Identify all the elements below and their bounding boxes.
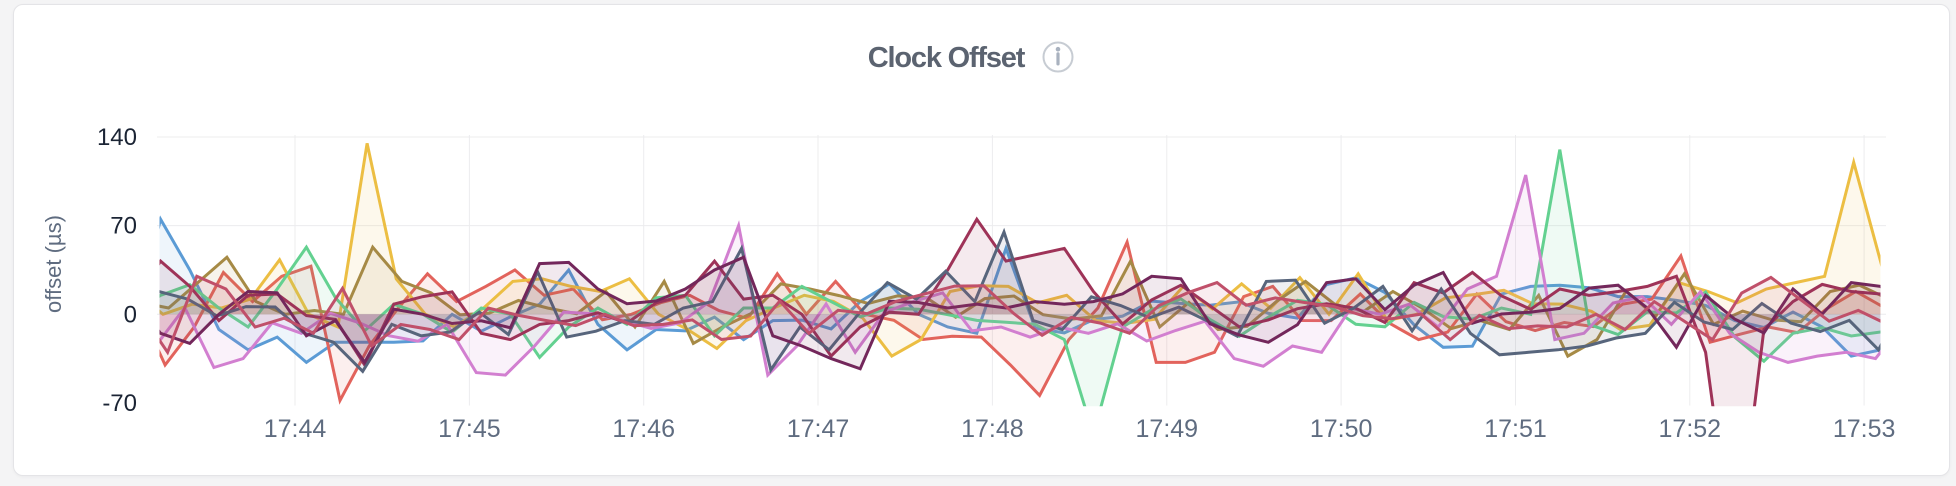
svg-text:17:53: 17:53 [1833,415,1896,443]
svg-text:17:45: 17:45 [438,415,501,443]
svg-text:140: 140 [97,124,137,151]
svg-text:17:51: 17:51 [1484,415,1547,443]
svg-text:17:49: 17:49 [1136,415,1199,443]
svg-text:offset (µs): offset (µs) [41,215,66,313]
svg-text:-70: -70 [102,390,137,417]
svg-text:17:47: 17:47 [787,415,850,443]
svg-text:17:44: 17:44 [264,415,327,443]
svg-text:17:46: 17:46 [612,415,675,443]
svg-text:17:48: 17:48 [961,415,1024,443]
svg-text:17:52: 17:52 [1659,415,1722,443]
svg-text:70: 70 [110,213,137,240]
svg-text:0: 0 [124,301,137,328]
svg-text:17:50: 17:50 [1310,415,1373,443]
